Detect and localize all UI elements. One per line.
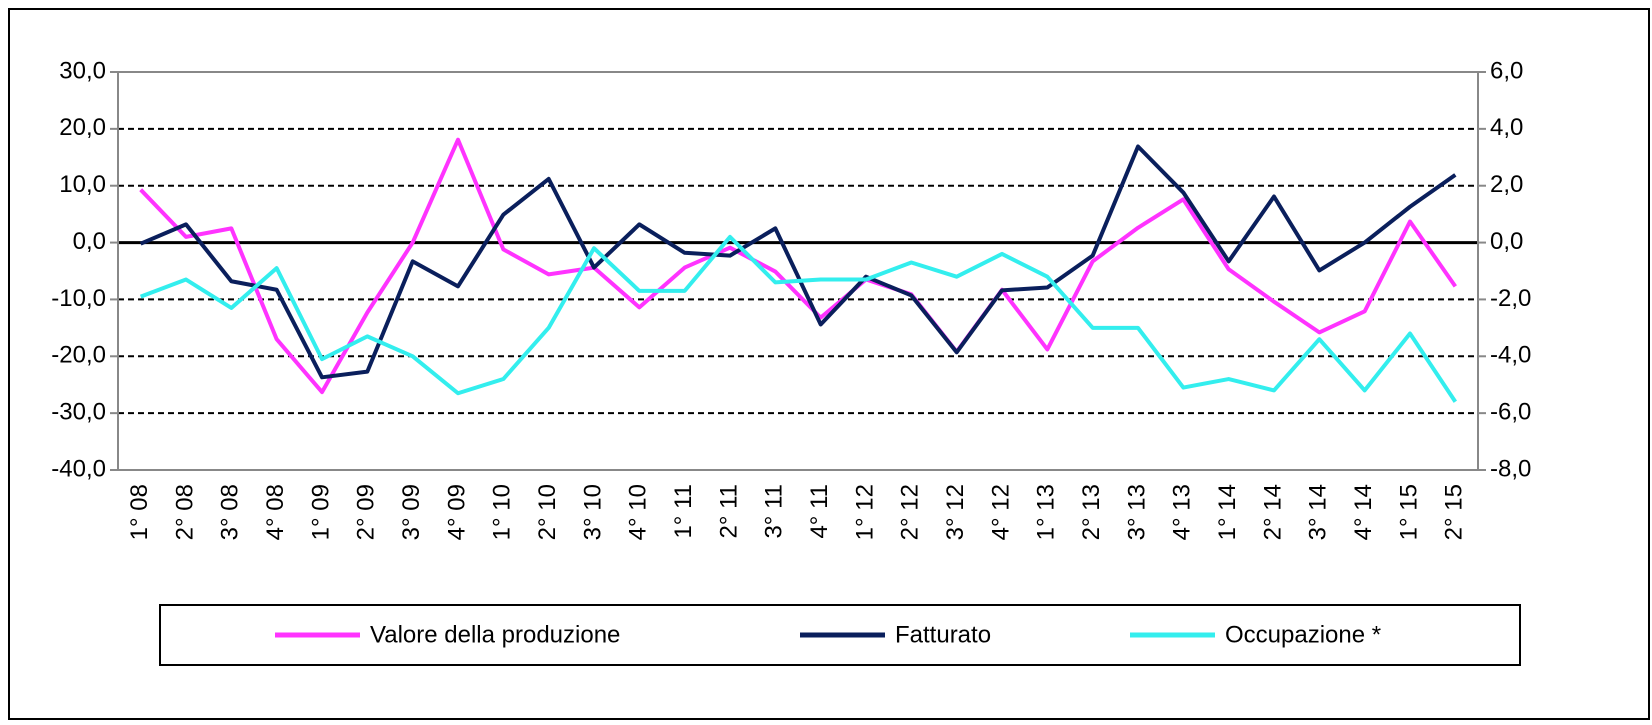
x-tick-label: 4° 09 bbox=[443, 484, 470, 540]
series-line bbox=[139, 137, 1457, 395]
x-tick-label: 1° 12 bbox=[851, 484, 878, 540]
x-tick-label: 3° 10 bbox=[579, 484, 606, 540]
y-tick-label: -10,0 bbox=[51, 285, 106, 312]
x-tick-label: 1° 09 bbox=[307, 484, 334, 540]
y-tick-label: -20,0 bbox=[51, 342, 106, 369]
y2-tick-label: 0,0 bbox=[1490, 228, 1523, 255]
x-tick-label: 4° 08 bbox=[262, 484, 289, 540]
x-tick-label: 2° 15 bbox=[1441, 484, 1468, 540]
legend-label: Fatturato bbox=[895, 621, 991, 648]
y2-tick-label: -8,0 bbox=[1490, 455, 1531, 482]
x-tick-label: 3° 12 bbox=[942, 484, 969, 540]
x-tick-label: 2° 10 bbox=[534, 484, 561, 540]
x-tick-label: 2° 09 bbox=[353, 484, 380, 540]
y2-tick-label: 6,0 bbox=[1490, 57, 1523, 84]
x-tick-label: 2° 08 bbox=[171, 484, 198, 540]
x-tick-label: 4° 13 bbox=[1169, 484, 1196, 540]
x-tick-label: 1° 13 bbox=[1033, 484, 1060, 540]
x-tick-label: 4° 14 bbox=[1350, 484, 1377, 540]
y-tick-label: -30,0 bbox=[51, 398, 106, 425]
x-tick-label: 2° 13 bbox=[1078, 484, 1105, 540]
y2-tick-label: -2,0 bbox=[1490, 285, 1531, 312]
x-tick-label: 3° 13 bbox=[1123, 484, 1150, 540]
x-tick-label: 4° 12 bbox=[987, 484, 1014, 540]
series-line bbox=[139, 234, 1457, 403]
x-tick-label: 4° 11 bbox=[806, 484, 833, 539]
x-tick-label: 1° 15 bbox=[1395, 484, 1422, 540]
y-tick-label: 10,0 bbox=[59, 171, 106, 198]
x-tick-label: 2° 12 bbox=[897, 484, 924, 540]
x-tick-label: 2° 14 bbox=[1259, 484, 1286, 540]
y2-tick-label: 2,0 bbox=[1490, 171, 1523, 198]
legend-label: Occupazione * bbox=[1225, 621, 1381, 648]
legend-label: Valore della produzione bbox=[370, 621, 620, 648]
x-tick-label: 2° 11 bbox=[715, 484, 742, 539]
chart-border bbox=[8, 8, 1650, 720]
series-line bbox=[139, 144, 1457, 380]
y-tick-label: 0,0 bbox=[73, 228, 106, 255]
x-tick-label: 1° 08 bbox=[126, 484, 153, 540]
x-tick-label: 3° 14 bbox=[1305, 484, 1332, 540]
y2-tick-label: -4,0 bbox=[1490, 342, 1531, 369]
x-tick-label: 3° 09 bbox=[398, 484, 425, 540]
y2-tick-label: 4,0 bbox=[1490, 114, 1523, 141]
x-tick-label: 3° 11 bbox=[761, 484, 788, 539]
y-tick-label: 20,0 bbox=[59, 114, 106, 141]
y-tick-label: -40,0 bbox=[51, 455, 106, 482]
y2-tick-label: -6,0 bbox=[1490, 398, 1531, 425]
x-tick-label: 1° 10 bbox=[489, 484, 516, 540]
y-tick-label: 30,0 bbox=[59, 57, 106, 84]
x-tick-label: 1° 14 bbox=[1214, 484, 1241, 540]
x-tick-label: 1° 11 bbox=[670, 484, 697, 539]
x-tick-label: 3° 08 bbox=[217, 484, 244, 540]
x-tick-label: 4° 10 bbox=[625, 484, 652, 540]
